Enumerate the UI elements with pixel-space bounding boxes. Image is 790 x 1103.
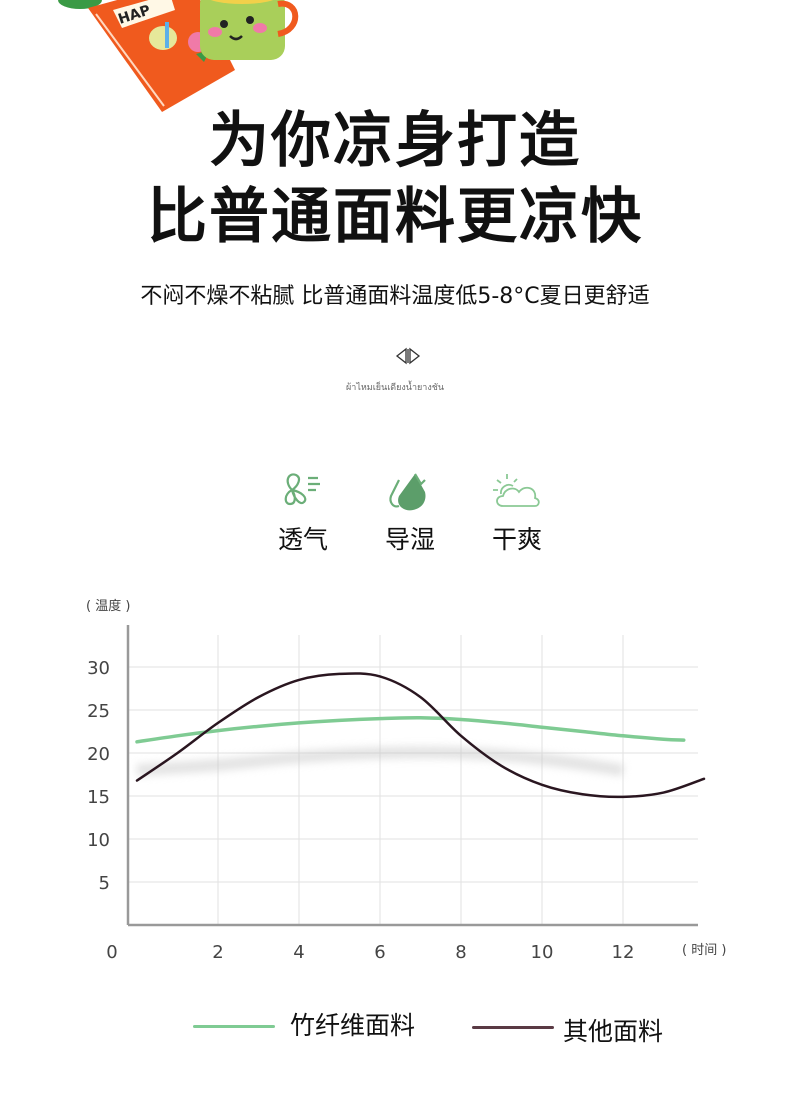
divider-caption: ผ้าไหมเย็นเดียงน้ำยางชัน — [346, 383, 444, 393]
y-tick-label: 10 — [87, 830, 110, 851]
water-drop-icon — [389, 473, 426, 511]
legend-swatch-other — [472, 1026, 554, 1029]
x-tick-label: 8 — [455, 942, 466, 963]
x-tick-label: 6 — [374, 942, 385, 963]
shadow-decoration — [136, 746, 624, 777]
y-tick-label: 20 — [87, 744, 110, 765]
x-tick-label: 10 — [531, 942, 554, 963]
fan-wind-icon — [284, 473, 320, 506]
subheadline: 不闷不燥不粘腻 比普通面料温度低5-8°C夏日更舒适 — [140, 284, 650, 309]
x-tick-label: 2 — [212, 942, 223, 963]
sun-cloud-icon — [493, 474, 540, 507]
series-line-other — [135, 672, 706, 799]
headline-line2: 比普通面料更凉快 — [147, 182, 643, 252]
y-tick-label: 25 — [87, 701, 110, 722]
feature-breathable: 透气 — [248, 470, 358, 556]
legend-label-bamboo: 竹纤维面料 — [290, 1011, 416, 1040]
x-tick-label: 0 — [106, 942, 117, 963]
series-line-bamboo — [135, 715, 686, 744]
legend-label-other: 其他面料 — [563, 1017, 664, 1046]
x-tick-label: 12 — [612, 942, 635, 963]
book-mug-illustration: HAP — [58, 0, 299, 112]
y-tick-label: 30 — [87, 658, 110, 679]
y-tick-label: 15 — [87, 787, 110, 808]
feature-label: 透气 — [277, 525, 328, 554]
y-axis-label: ( 温度 ) — [86, 598, 130, 614]
x-tick-label: 4 — [293, 942, 304, 963]
feature-moisture: 导湿 — [355, 470, 465, 556]
legend-swatch-bamboo — [193, 1025, 275, 1028]
y-tick-label: 5 — [99, 873, 110, 894]
feature-dry: 干爽 — [462, 470, 572, 556]
feature-label: 导湿 — [384, 525, 435, 554]
diamond-icon — [395, 347, 421, 365]
headline-line1: 为你凉身打造 — [209, 106, 581, 176]
x-axis-label: ( 时间 ) — [682, 943, 726, 958]
feature-label: 干爽 — [491, 525, 542, 554]
temperature-chart: ( 温度 ) ( 时间 ) 0 2 4 6 8 10 12 5 10 15 20 25 30 — [86, 598, 726, 963]
